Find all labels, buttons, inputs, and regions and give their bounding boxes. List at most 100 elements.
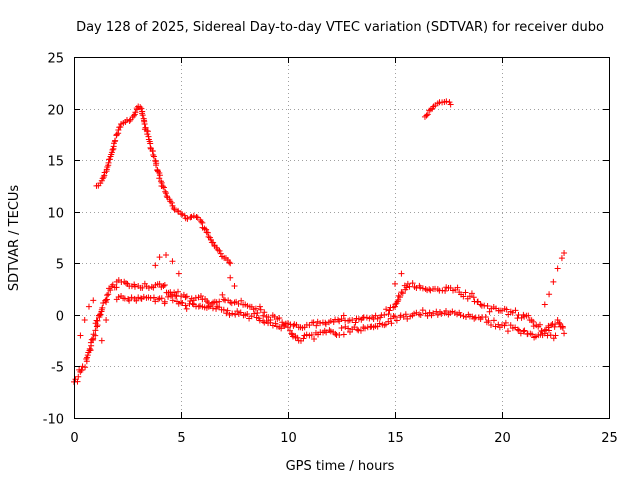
data-point bbox=[387, 315, 394, 322]
data-point bbox=[244, 311, 251, 318]
data-point bbox=[123, 280, 130, 287]
y-tick-label: -5 bbox=[51, 361, 64, 376]
data-point bbox=[392, 313, 398, 320]
data-point bbox=[272, 320, 279, 327]
data-point bbox=[556, 320, 563, 327]
data-point bbox=[183, 293, 190, 300]
data-point bbox=[173, 292, 180, 299]
data-point bbox=[181, 212, 188, 219]
data-point bbox=[361, 325, 368, 332]
data-point bbox=[117, 123, 124, 130]
x-tick-label: 20 bbox=[494, 431, 511, 446]
data-point bbox=[99, 175, 106, 182]
data-point bbox=[198, 218, 205, 225]
data-point bbox=[317, 320, 324, 327]
data-point bbox=[113, 284, 120, 291]
data-point bbox=[424, 312, 431, 319]
data-point bbox=[216, 247, 223, 254]
data-point bbox=[278, 325, 285, 332]
data-point bbox=[238, 297, 245, 304]
data-point bbox=[490, 317, 497, 324]
data-point bbox=[424, 111, 431, 118]
data-point bbox=[385, 318, 392, 325]
data-point bbox=[383, 306, 390, 313]
data-points bbox=[71, 98, 568, 385]
x-tick-label: 0 bbox=[70, 431, 78, 446]
data-point bbox=[536, 321, 543, 328]
data-point bbox=[90, 297, 97, 304]
data-point bbox=[128, 294, 135, 301]
y-tick-label: -10 bbox=[43, 413, 64, 428]
data-point bbox=[417, 284, 424, 291]
data-point bbox=[161, 298, 168, 305]
data-point bbox=[260, 312, 267, 319]
data-point bbox=[131, 283, 138, 290]
data-point bbox=[226, 259, 233, 266]
data-point bbox=[156, 280, 163, 287]
data-point bbox=[322, 321, 329, 328]
data-point bbox=[282, 320, 289, 327]
data-point bbox=[210, 239, 217, 246]
data-point bbox=[386, 307, 393, 314]
data-point bbox=[163, 193, 170, 200]
data-point bbox=[340, 331, 347, 338]
data-point bbox=[501, 322, 508, 329]
data-point bbox=[165, 293, 172, 300]
data-point bbox=[232, 311, 239, 318]
data-point bbox=[135, 294, 142, 301]
data-point bbox=[398, 289, 405, 296]
data-point bbox=[213, 305, 220, 312]
data-point bbox=[267, 319, 274, 326]
data-point bbox=[189, 300, 196, 307]
data-point bbox=[231, 282, 238, 289]
x-tick-label: 15 bbox=[387, 431, 404, 446]
data-point bbox=[482, 313, 489, 320]
data-point bbox=[141, 121, 148, 128]
data-point bbox=[75, 373, 82, 380]
data-point bbox=[545, 327, 552, 334]
data-point bbox=[163, 252, 170, 259]
data-point bbox=[160, 282, 167, 289]
data-point bbox=[85, 303, 92, 310]
data-point bbox=[169, 258, 176, 265]
data-point bbox=[520, 328, 527, 335]
data-point bbox=[156, 172, 163, 179]
data-point bbox=[261, 309, 268, 316]
data-point bbox=[178, 299, 184, 306]
data-point bbox=[144, 131, 151, 138]
data-point bbox=[504, 328, 511, 335]
data-point bbox=[138, 105, 145, 112]
data-point bbox=[279, 319, 286, 326]
data-point bbox=[552, 332, 559, 339]
data-point bbox=[193, 213, 200, 220]
data-point bbox=[561, 249, 568, 256]
x-axis-label: GPS time / hours bbox=[286, 459, 395, 474]
data-point bbox=[398, 270, 405, 277]
data-point bbox=[126, 297, 133, 304]
data-point bbox=[485, 317, 492, 324]
data-point bbox=[474, 299, 481, 306]
data-point bbox=[74, 378, 81, 385]
data-point bbox=[159, 183, 166, 190]
data-point bbox=[374, 323, 381, 330]
data-point bbox=[438, 310, 445, 317]
data-point bbox=[417, 312, 424, 319]
data-point bbox=[205, 303, 212, 310]
data-point bbox=[178, 210, 184, 217]
data-point bbox=[529, 331, 536, 338]
data-point bbox=[338, 315, 345, 322]
data-point bbox=[163, 190, 170, 197]
data-point bbox=[223, 310, 230, 317]
data-point bbox=[427, 287, 434, 294]
data-point bbox=[388, 320, 395, 327]
data-point bbox=[385, 311, 392, 318]
data-point bbox=[160, 184, 167, 191]
data-point bbox=[399, 290, 406, 297]
data-point bbox=[254, 309, 261, 316]
data-point bbox=[486, 308, 493, 315]
data-point bbox=[280, 321, 287, 328]
data-point bbox=[392, 280, 398, 287]
data-point bbox=[197, 292, 204, 299]
data-point bbox=[512, 307, 519, 314]
